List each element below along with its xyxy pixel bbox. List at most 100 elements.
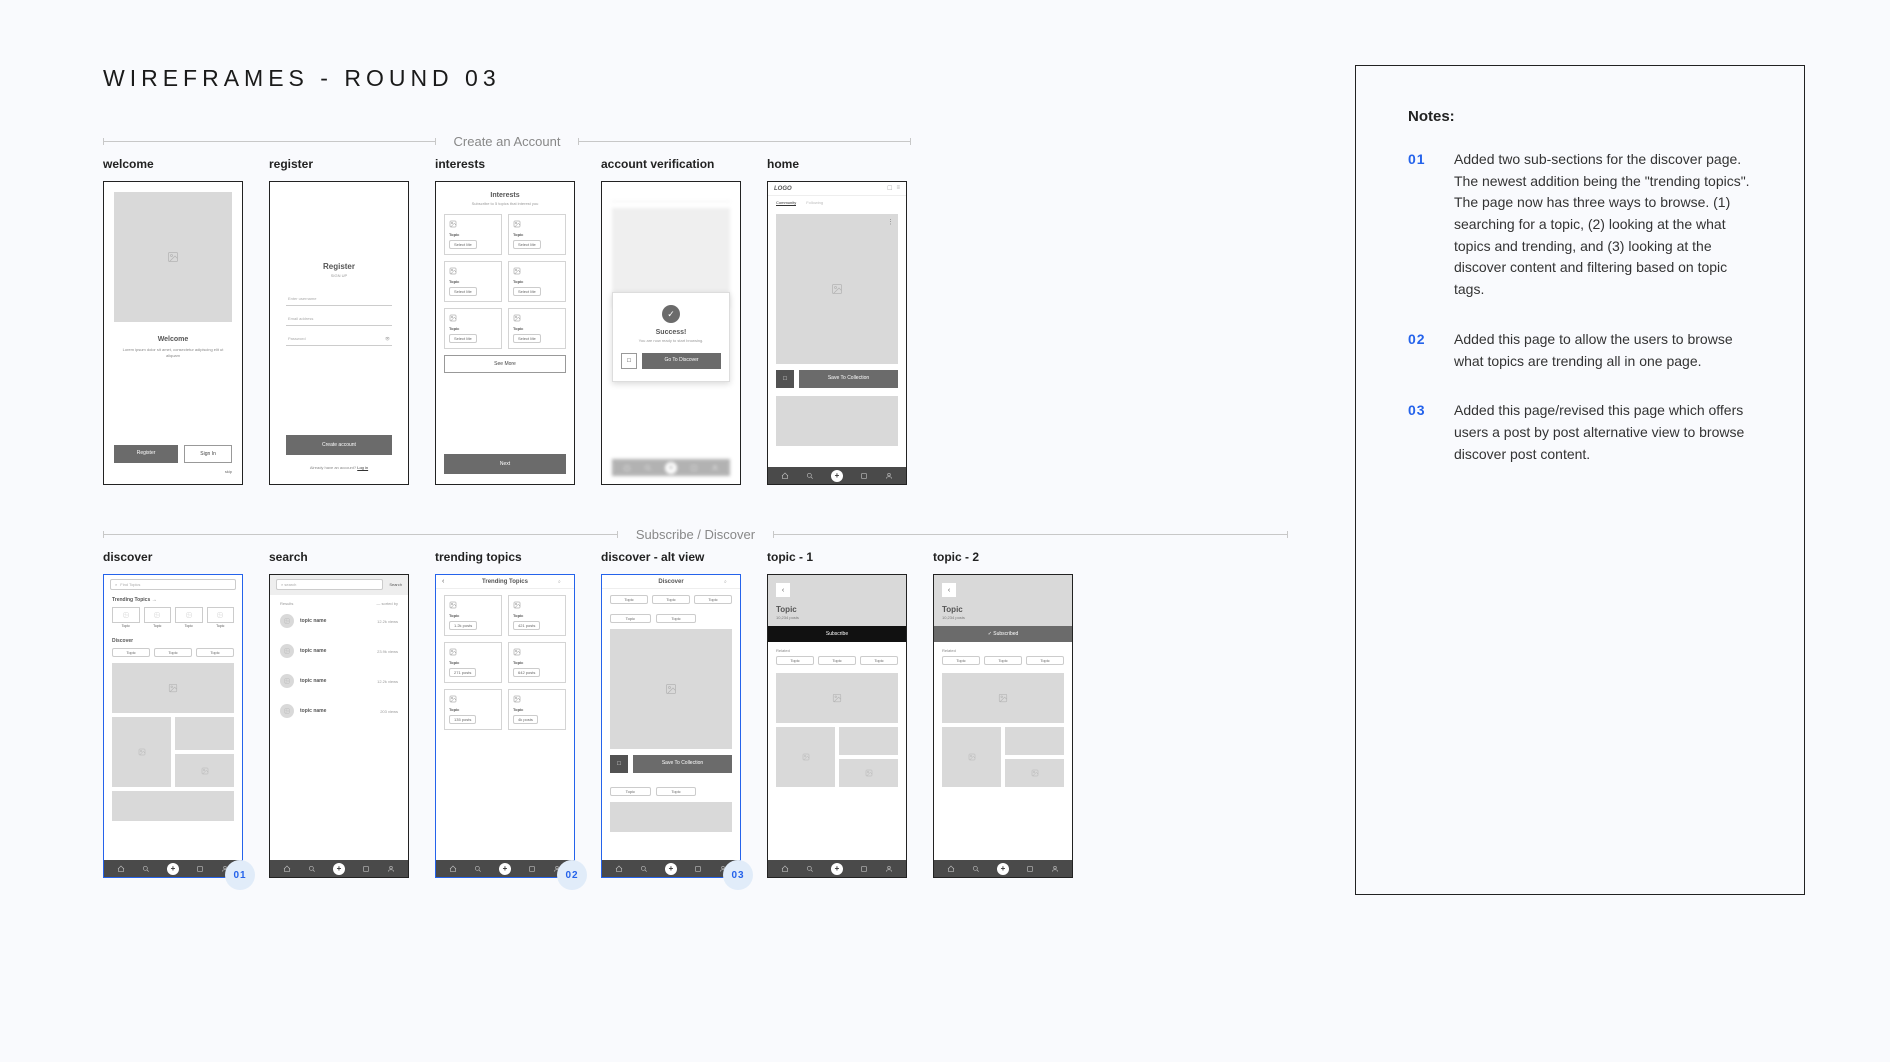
collection-icon[interactable] [860, 865, 868, 873]
topic-pill[interactable]: Topic [610, 787, 651, 796]
interest-card[interactable]: Topic Select Me [508, 214, 566, 255]
add-icon[interactable]: + [997, 863, 1009, 875]
topic-pill[interactable]: Topic [656, 787, 697, 796]
collection-icon[interactable] [694, 865, 702, 873]
post-image[interactable] [112, 791, 234, 821]
add-icon[interactable]: + [665, 863, 677, 875]
more-icon[interactable]: ⋮ [887, 218, 894, 226]
collection-icon[interactable] [1026, 865, 1034, 873]
topic-chip[interactable]: Topic [207, 607, 235, 628]
search-icon[interactable] [474, 865, 482, 873]
collection-icon[interactable] [528, 865, 536, 873]
topic-card[interactable]: Topic 4k posts [508, 689, 566, 730]
filter-pill[interactable]: Topic [694, 595, 732, 604]
post-image[interactable] [942, 727, 1001, 787]
trending-header[interactable]: Trending Topics → [112, 597, 234, 603]
filter-pill[interactable]: Topic [154, 648, 192, 657]
home-icon[interactable] [615, 865, 623, 873]
home-icon[interactable] [781, 865, 789, 873]
add-icon[interactable]: + [499, 863, 511, 875]
see-more-button[interactable]: See More [444, 355, 566, 373]
topic-pill[interactable]: Topic [656, 614, 697, 623]
create-account-button[interactable]: Create account [286, 435, 392, 455]
home-icon[interactable] [449, 865, 457, 873]
profile-icon[interactable] [885, 472, 893, 480]
post-image[interactable] [112, 663, 234, 713]
search-icon[interactable]: ⌕ [558, 579, 568, 585]
interest-card[interactable]: Topic Select Me [508, 261, 566, 302]
signin-button[interactable]: Sign In [184, 445, 232, 463]
topic-chip[interactable]: Topic [175, 607, 203, 628]
search-button[interactable]: Search [389, 582, 402, 587]
save-button[interactable]: Save To Collection [799, 370, 898, 388]
bookmark-button[interactable]: ☐ [776, 370, 794, 388]
collection-icon[interactable] [860, 472, 868, 480]
post-image[interactable] [776, 673, 898, 723]
home-icon[interactable] [283, 865, 291, 873]
subscribe-button[interactable]: Subscribe [768, 626, 906, 642]
add-icon[interactable]: + [167, 863, 179, 875]
menu-icon[interactable]: ≡ [896, 185, 900, 192]
topic-card[interactable]: Topic 642 posts [508, 642, 566, 683]
collection-icon[interactable] [362, 865, 370, 873]
search-input[interactable]: ⌕Find Topics [110, 579, 236, 590]
search-icon[interactable]: ⌕ [724, 579, 734, 585]
book-icon[interactable]: ☐ [887, 185, 892, 192]
search-icon[interactable] [972, 865, 980, 873]
register-button[interactable]: Register [114, 445, 178, 463]
topic-card[interactable]: Topic 271 posts [444, 642, 502, 683]
username-field[interactable]: Enter username [286, 292, 392, 306]
topic-card[interactable]: Topic 135 posts [444, 689, 502, 730]
collection-icon[interactable] [196, 865, 204, 873]
filter-pill[interactable]: Topic [196, 648, 234, 657]
related-pill[interactable]: Topic [942, 656, 980, 665]
back-icon[interactable]: ‹ [442, 578, 452, 585]
home-icon[interactable] [781, 472, 789, 480]
topic-card[interactable]: Topic 421 posts [508, 595, 566, 636]
interest-card[interactable]: Topic Select Me [444, 261, 502, 302]
interest-card[interactable]: Topic Select Me [444, 214, 502, 255]
post-image[interactable] [942, 673, 1064, 723]
profile-icon[interactable] [885, 865, 893, 873]
search-result-row[interactable]: topic name 12.2k views [280, 606, 398, 636]
bookmark-button[interactable]: ☐ [621, 353, 637, 369]
interest-card[interactable]: Topic Select Me [508, 308, 566, 349]
next-button[interactable]: Next [444, 454, 566, 474]
search-result-row[interactable]: topic name 23.9k views [280, 636, 398, 666]
search-icon[interactable] [806, 472, 814, 480]
filter-pill[interactable]: Topic [652, 595, 690, 604]
post-image[interactable] [839, 727, 898, 755]
topic-card[interactable]: Topic 1.2k posts [444, 595, 502, 636]
add-icon[interactable]: + [831, 470, 843, 482]
related-pill[interactable]: Topic [818, 656, 856, 665]
add-icon[interactable]: + [333, 863, 345, 875]
search-input[interactable]: ⌕ search [276, 579, 383, 590]
back-icon[interactable]: ‹ [776, 583, 790, 597]
post-image[interactable] [1005, 759, 1064, 787]
interest-card[interactable]: Topic Select Me [444, 308, 502, 349]
login-link[interactable]: Already have an account? Log in [286, 465, 392, 470]
search-icon[interactable] [640, 865, 648, 873]
post-image[interactable] [175, 717, 234, 750]
topic-chip[interactable]: Topic [112, 607, 140, 628]
filter-pill[interactable]: Topic [610, 595, 648, 604]
go-discover-button[interactable]: Go To Discover [642, 353, 721, 369]
filter-pill[interactable]: Topic [112, 648, 150, 657]
post-image[interactable] [839, 759, 898, 787]
profile-icon[interactable] [1051, 865, 1059, 873]
search-icon[interactable] [308, 865, 316, 873]
search-result-row[interactable]: topic name 203 views [280, 696, 398, 726]
post-image[interactable] [175, 754, 234, 787]
subscribe-button[interactable]: ✓ Subscribed [934, 626, 1072, 642]
password-field[interactable]: Password👁 [286, 332, 392, 346]
home-icon[interactable] [117, 865, 125, 873]
back-icon[interactable]: ‹ [942, 583, 956, 597]
profile-icon[interactable] [387, 865, 395, 873]
tab-following[interactable]: Following [806, 200, 823, 206]
email-field[interactable]: Email address [286, 312, 392, 326]
save-button[interactable]: Save To Collection [633, 755, 732, 773]
home-icon[interactable] [947, 865, 955, 873]
search-result-row[interactable]: topic name 12.2k views [280, 666, 398, 696]
search-icon[interactable] [142, 865, 150, 873]
post-image[interactable] [776, 727, 835, 787]
